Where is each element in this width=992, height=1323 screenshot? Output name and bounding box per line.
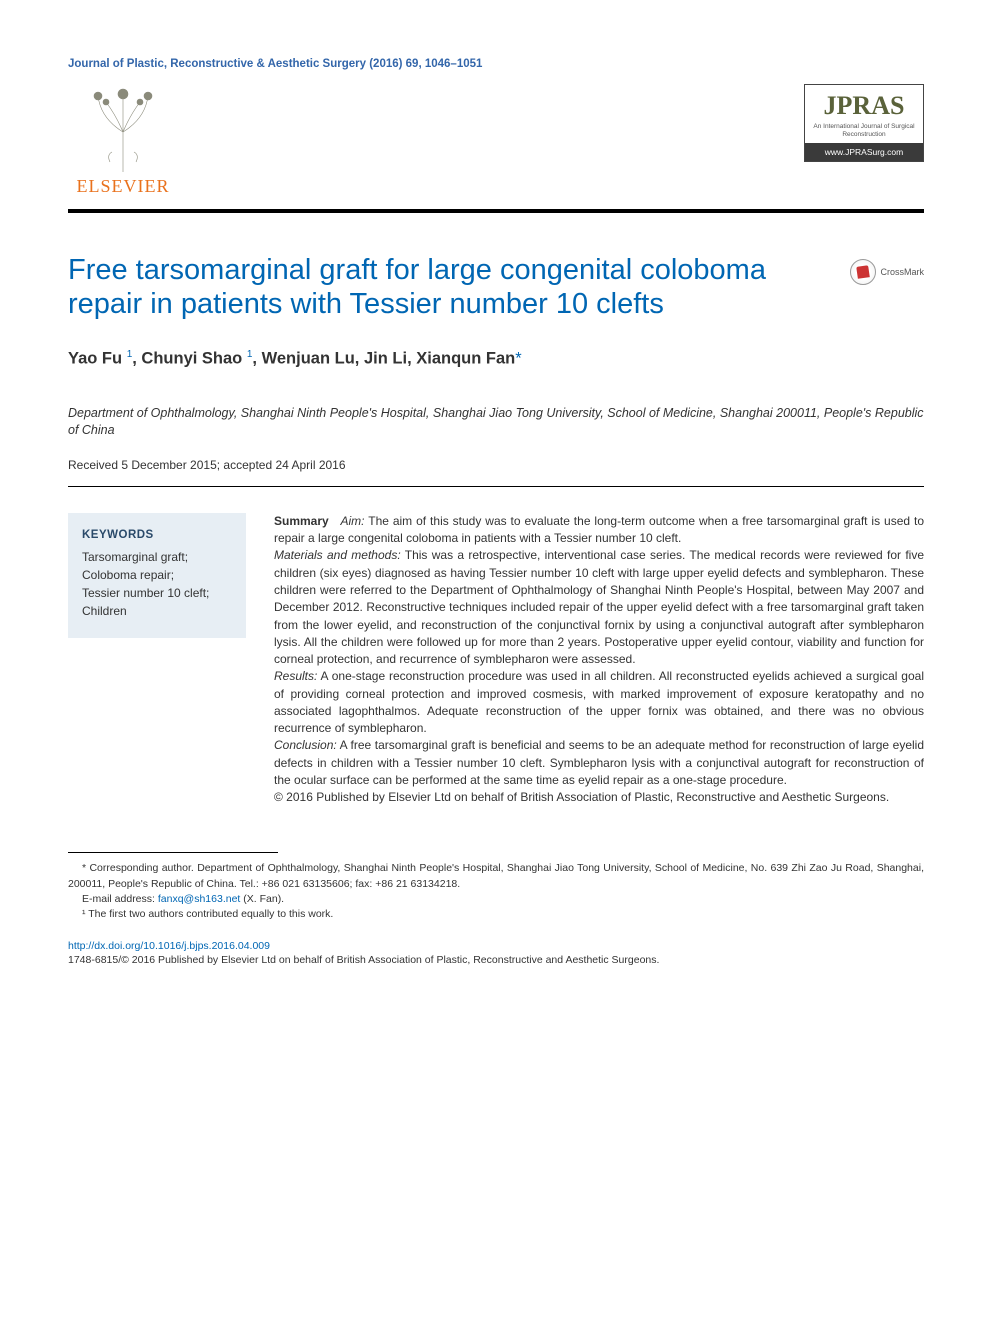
results-label: Results: [274, 669, 317, 683]
journal-badge: JPRAS An International Journal of Surgic… [804, 84, 924, 162]
summary-label: Summary [274, 514, 329, 528]
email-link[interactable]: fanxq@sh163.net [158, 893, 240, 905]
author-mark: 1 [127, 349, 133, 360]
article-title: Free tarsomarginal graft for large conge… [68, 253, 832, 321]
conclusion-label: Conclusion: [274, 738, 337, 752]
corresponding-mark: * [515, 350, 521, 368]
doi-link[interactable]: http://dx.doi.org/10.1016/j.bjps.2016.04… [68, 940, 924, 952]
conclusion-text: A free tarsomarginal graft is beneficial… [274, 738, 924, 787]
crossmark-label: CrossMark [880, 267, 924, 277]
issn-copyright: 1748-6815/© 2016 Published by Elsevier L… [68, 954, 924, 966]
affiliation: Department of Ophthalmology, Shanghai Ni… [68, 405, 924, 440]
author-name: Xianqun Fan [416, 350, 515, 368]
crossmark-widget[interactable]: CrossMark [850, 259, 924, 285]
keywords-box: KEYWORDS Tarsomarginal graft; Coloboma r… [68, 513, 246, 638]
running-header: Journal of Plastic, Reconstructive & Aes… [68, 58, 924, 70]
author-name: Jin Li [364, 350, 407, 368]
email-label: E-mail address: [82, 893, 155, 905]
section-rule [68, 486, 924, 487]
author-name: Chunyi Shao [141, 350, 242, 368]
journal-badge-url[interactable]: www.JPRASurg.com [805, 143, 923, 161]
header-rule [68, 209, 924, 213]
elsevier-wordmark: ELSEVIER [77, 176, 170, 197]
author-name: Wenjuan Lu [262, 350, 355, 368]
corresponding-footnote: * Corresponding author. Department of Op… [68, 861, 924, 891]
author-name: Yao Fu [68, 350, 122, 368]
crossmark-icon [850, 259, 876, 285]
aim-label: Aim: [341, 514, 365, 528]
footnote-rule [68, 852, 278, 853]
author-mark: 1 [247, 349, 253, 360]
abstract-copyright: © 2016 Published by Elsevier Ltd on beha… [274, 789, 924, 806]
header-logo-row: ELSEVIER JPRAS An International Journal … [68, 84, 924, 197]
methods-text: This was a retrospective, interventional… [274, 548, 924, 666]
journal-badge-subtitle: An International Journal of Surgical Rec… [805, 123, 923, 143]
elsevier-logo-block: ELSEVIER [68, 84, 178, 197]
aim-text: The aim of this study was to evaluate th… [274, 514, 924, 545]
email-attribution: (X. Fan). [240, 893, 284, 905]
keywords-heading: KEYWORDS [82, 527, 232, 544]
footnotes: * Corresponding author. Department of Op… [68, 861, 924, 922]
authors-line: Yao Fu 1, Chunyi Shao 1, Wenjuan Lu, Jin… [68, 349, 924, 369]
methods-label: Materials and methods: [274, 548, 401, 562]
contribution-footnote: ¹ The first two authors contributed equa… [68, 907, 924, 922]
results-text: A one-stage reconstruction procedure was… [274, 669, 924, 735]
journal-badge-title: JPRAS [805, 85, 923, 123]
article-dates: Received 5 December 2015; accepted 24 Ap… [68, 458, 924, 472]
abstract: Summary Aim: The aim of this study was t… [274, 513, 924, 807]
keywords-list: Tarsomarginal graft; Coloboma repair; Te… [82, 548, 232, 620]
elsevier-tree-icon [80, 84, 166, 174]
